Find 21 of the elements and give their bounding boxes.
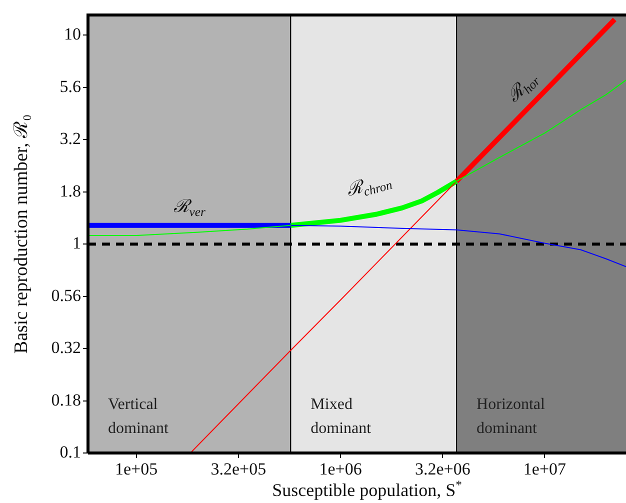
y-tick-label: 1	[72, 234, 81, 253]
band-label: Vertical dominant	[108, 396, 169, 437]
text: ℛchron	[344, 176, 394, 200]
y-tick-label: 0.1	[60, 442, 81, 462]
x-tick-label: 3.2e+05	[210, 460, 266, 479]
y-tick-label: 1.8	[60, 181, 81, 200]
band-label: Mixed dominant	[310, 396, 372, 437]
y-tick-label: 10	[64, 24, 81, 44]
y-tick-label: 3.2	[60, 129, 81, 148]
text: ℛhor	[502, 74, 543, 106]
y-tick-label: 0.32	[51, 338, 81, 358]
x-tick-label: 3.2e+06	[414, 460, 470, 479]
x-tick-label: 1e+07	[523, 460, 567, 479]
y-tick-label: 5.6	[60, 76, 81, 96]
y-axis-title: Basic reproduction number, ℛ₀	[11, 114, 32, 354]
y-tick-label: 0.56	[51, 286, 81, 305]
x-tick-label: 1e+05	[114, 460, 158, 479]
x-tick-label: 1e+06	[319, 460, 362, 479]
band-label: Horizontal dominant	[476, 396, 546, 437]
y-tick-label: 0.18	[51, 390, 81, 410]
x-axis-title: Susceptible population, S*	[272, 478, 462, 500]
